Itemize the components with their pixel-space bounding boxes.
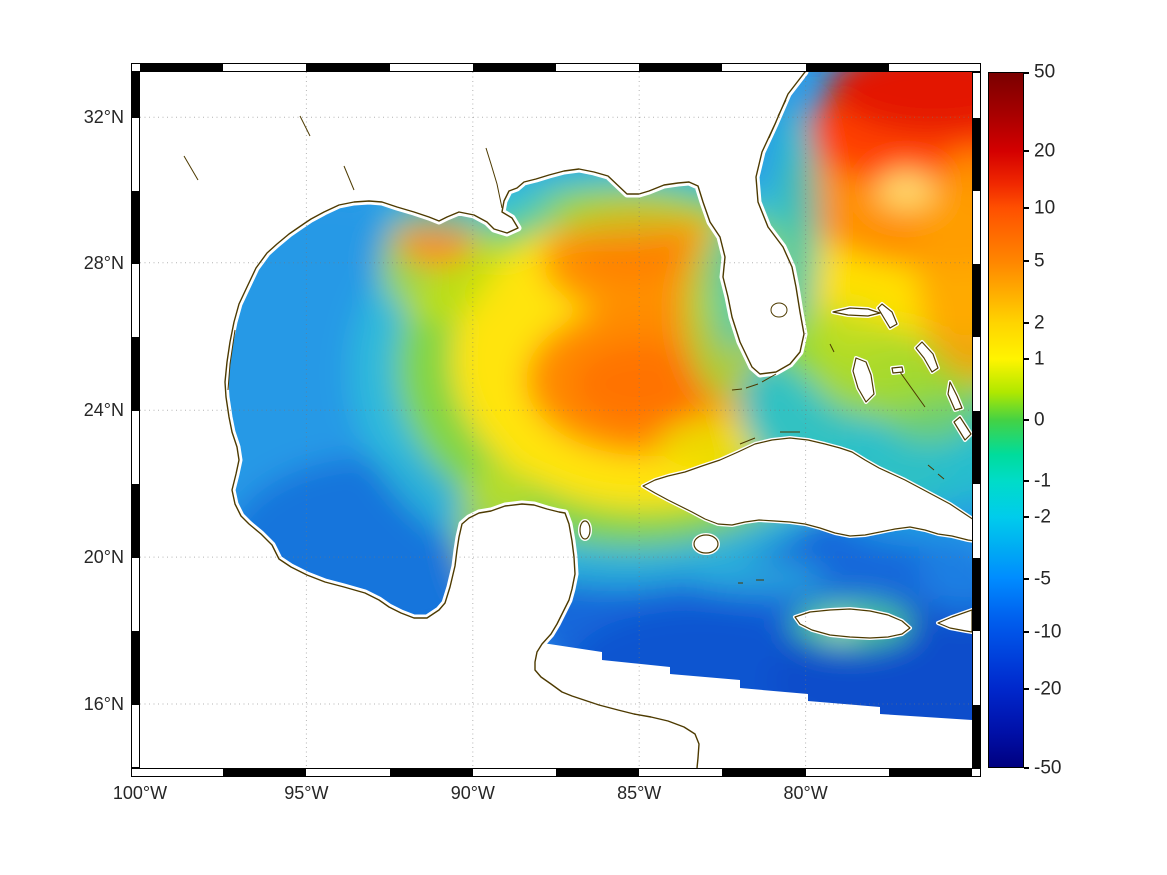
frame-right-border — [972, 72, 981, 768]
colorbar-tick — [1024, 260, 1029, 263]
frame-segment — [472, 64, 556, 71]
frame-segment — [132, 73, 139, 119]
frame-segment — [306, 64, 390, 71]
colorbar-gradient — [988, 72, 1024, 768]
colorbar-tick-label: -2 — [1034, 506, 1051, 528]
colorbar-tick-label: 10 — [1034, 197, 1056, 219]
frame-segment — [973, 263, 980, 338]
colorbar-tick-label: 1 — [1034, 348, 1045, 370]
frame-segment — [805, 64, 889, 71]
y-tick-label: 24°N — [83, 400, 124, 421]
x-tick-label: 100°W — [112, 783, 168, 803]
y-tick-label: 16°N — [83, 693, 124, 714]
frame-segment — [973, 704, 980, 767]
frame-top-border — [131, 63, 981, 72]
colorbar-tick — [1024, 72, 1029, 74]
x-tick-label: 90°W — [450, 783, 495, 803]
colorbar-tick-label: -1 — [1034, 470, 1051, 492]
colorbar-tick-label: 2 — [1034, 312, 1045, 334]
colorbar-tick — [1024, 516, 1029, 519]
colorbar-tick — [1024, 419, 1029, 421]
frame-segment — [132, 337, 139, 412]
colorbar-tick — [1024, 577, 1029, 580]
colorbar-tick-label: -5 — [1034, 568, 1051, 590]
colorbar-tick-label: -20 — [1034, 678, 1062, 700]
map-svg — [140, 72, 972, 768]
frame-bottom-border — [131, 768, 981, 777]
frame-segment — [973, 411, 980, 485]
frame-segment — [888, 769, 972, 776]
frame-segment — [722, 769, 806, 776]
colorbar-tick — [1024, 149, 1029, 152]
colorbar-tick — [1024, 631, 1029, 634]
colorbar-tick-label: 5 — [1034, 250, 1045, 272]
colorbar-tick — [1024, 480, 1029, 483]
colorbar: 50 20 10 5 2 1 0 -1 -2 -5 -10 -20 -50 — [988, 63, 1084, 788]
colorbar-tick — [1024, 357, 1029, 360]
frame-segment — [973, 118, 980, 192]
frame-left-border — [131, 72, 140, 768]
colorbar-tick-label: -10 — [1034, 621, 1062, 643]
colorbar-tick — [1024, 767, 1029, 769]
colorbar-tick — [1024, 688, 1029, 691]
frame-segment — [132, 484, 139, 559]
x-tick-label: 85°W — [617, 783, 662, 803]
frame-segment — [132, 191, 139, 264]
y-tick-label: 28°N — [83, 252, 124, 273]
frame-segment — [223, 769, 307, 776]
frame-segment — [140, 64, 224, 71]
colorbar-tick-label: 20 — [1034, 140, 1056, 162]
colorbar-tick-label: -50 — [1034, 757, 1062, 779]
colorbar-tick — [1024, 206, 1029, 209]
x-tick-label: 95°W — [284, 783, 329, 803]
colorbar-tick-label: 0 — [1034, 409, 1045, 431]
y-tick-label: 20°N — [83, 547, 124, 568]
y-tick-label: 32°N — [83, 107, 124, 128]
colorbar-tick — [1024, 321, 1029, 324]
frame-segment — [556, 769, 640, 776]
frame-segment — [132, 631, 139, 705]
frame-segment — [639, 64, 723, 71]
x-tick-label: 80°W — [783, 783, 828, 803]
frame-segment — [389, 769, 473, 776]
map-plot — [131, 63, 981, 777]
frame-segment — [973, 558, 980, 632]
colorbar-tick-label: 50 — [1034, 61, 1056, 83]
